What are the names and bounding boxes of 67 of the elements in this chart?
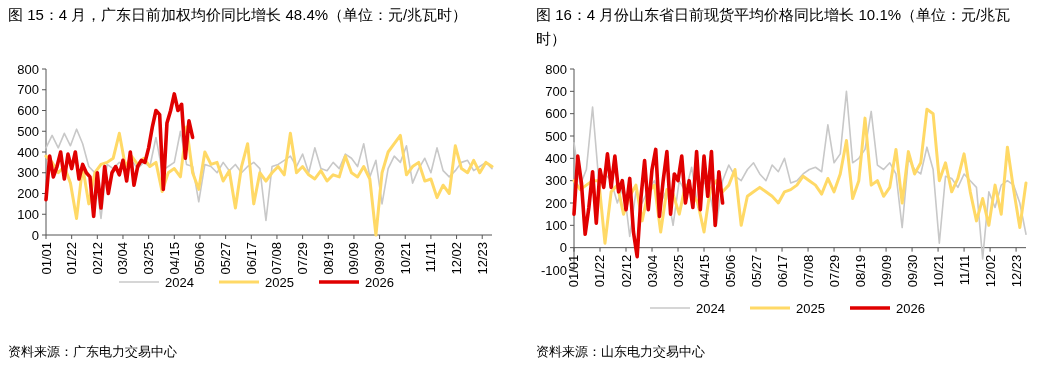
x-tick-label: 02/12	[89, 242, 105, 275]
x-tick-label: 09/30	[372, 242, 388, 275]
x-tick-label: 03/25	[141, 242, 157, 275]
y-tick-label: 300	[545, 173, 567, 189]
x-tick-label: 01/01	[566, 254, 582, 288]
x-tick-label: 04/15	[166, 242, 182, 275]
x-tick-label: 08/19	[320, 242, 336, 275]
x-tick-label: 11/11	[423, 242, 439, 273]
x-tick-label: 01/22	[592, 254, 608, 288]
x-tick-label: 07/08	[269, 242, 285, 275]
x-tick-label: 12/23	[1008, 254, 1024, 288]
y-tick-label: 600	[17, 103, 39, 118]
x-tick-label: 05/27	[748, 254, 764, 288]
x-tick-label: 09/09	[878, 254, 894, 288]
x-tick-label: 02/12	[618, 254, 634, 288]
legend-label: 2024	[165, 274, 194, 290]
legend-label: 2025	[796, 300, 825, 316]
x-tick-label: 12/02	[449, 242, 465, 275]
text: 资料来源：广东电力交易中心	[8, 343, 177, 361]
chart-title: 图 15：4 月，广东日前加权均价同比增长 48.4%（单位：元/兆瓦时）	[8, 5, 469, 25]
y-tick-label: 300	[17, 165, 39, 181]
legend-label: 2026	[896, 300, 925, 316]
y-tick-label: 200	[545, 195, 567, 211]
y-tick-label: 0	[559, 240, 567, 256]
x-tick-label: 10/21	[397, 242, 413, 275]
y-tick-label: 600	[545, 106, 567, 122]
y-tick-label: 800	[545, 61, 567, 77]
line-series	[44, 92, 195, 219]
x-tick-label: 01/22	[64, 242, 80, 275]
x-tick-label: 07/29	[295, 242, 311, 275]
y-tick-label: 800	[17, 61, 39, 77]
text: 资料来源：山东电力交易中心	[536, 343, 705, 361]
x-tick-label: 05/06	[192, 242, 208, 275]
y-tick-label: 400	[17, 144, 39, 160]
y-tick-label: 500	[17, 123, 39, 139]
x-tick-label: 06/17	[243, 242, 259, 275]
x-tick-label: 03/04	[644, 254, 660, 288]
x-tick-label: 05/27	[218, 242, 234, 275]
x-tick-label: 11/11	[956, 254, 972, 286]
x-tick-label: 07/29	[826, 254, 842, 288]
x-tick-label: 12/02	[982, 254, 998, 288]
y-tick-label: 100	[545, 217, 567, 233]
x-tick-label: 12/23	[474, 242, 490, 275]
chart-title: 图 16：4 月份山东省日前现货平均价格同比增长 10.1%（单位：元/兆瓦时）	[536, 5, 1012, 49]
x-tick-label: 09/30	[904, 254, 920, 288]
x-tick-label: 06/17	[774, 254, 790, 288]
y-tick-label: 400	[545, 150, 567, 166]
line-series	[45, 128, 493, 222]
y-tick-label: 100	[17, 206, 39, 222]
y-tick-label: 200	[17, 186, 39, 201]
x-tick-label: 10/21	[930, 254, 946, 288]
legend-label: 2024	[696, 300, 725, 316]
x-tick-label: 09/09	[346, 242, 362, 275]
y-tick-label: 700	[545, 83, 567, 99]
x-tick-label: 04/15	[696, 254, 712, 288]
x-tick-label: 07/08	[800, 254, 816, 288]
x-tick-label: 01/01	[38, 242, 54, 275]
legend-label: 2025	[265, 274, 294, 290]
x-tick-label: 05/06	[722, 254, 738, 288]
x-tick-label: 03/25	[670, 254, 686, 288]
y-tick-label: -100	[540, 262, 567, 278]
x-tick-label: 03/04	[115, 242, 131, 275]
y-tick-label: 700	[17, 82, 39, 98]
x-tick-label: 08/19	[852, 254, 868, 288]
y-tick-label: 500	[545, 128, 567, 144]
y-tick-label: 0	[31, 227, 39, 243]
legend-label: 2026	[365, 274, 394, 290]
